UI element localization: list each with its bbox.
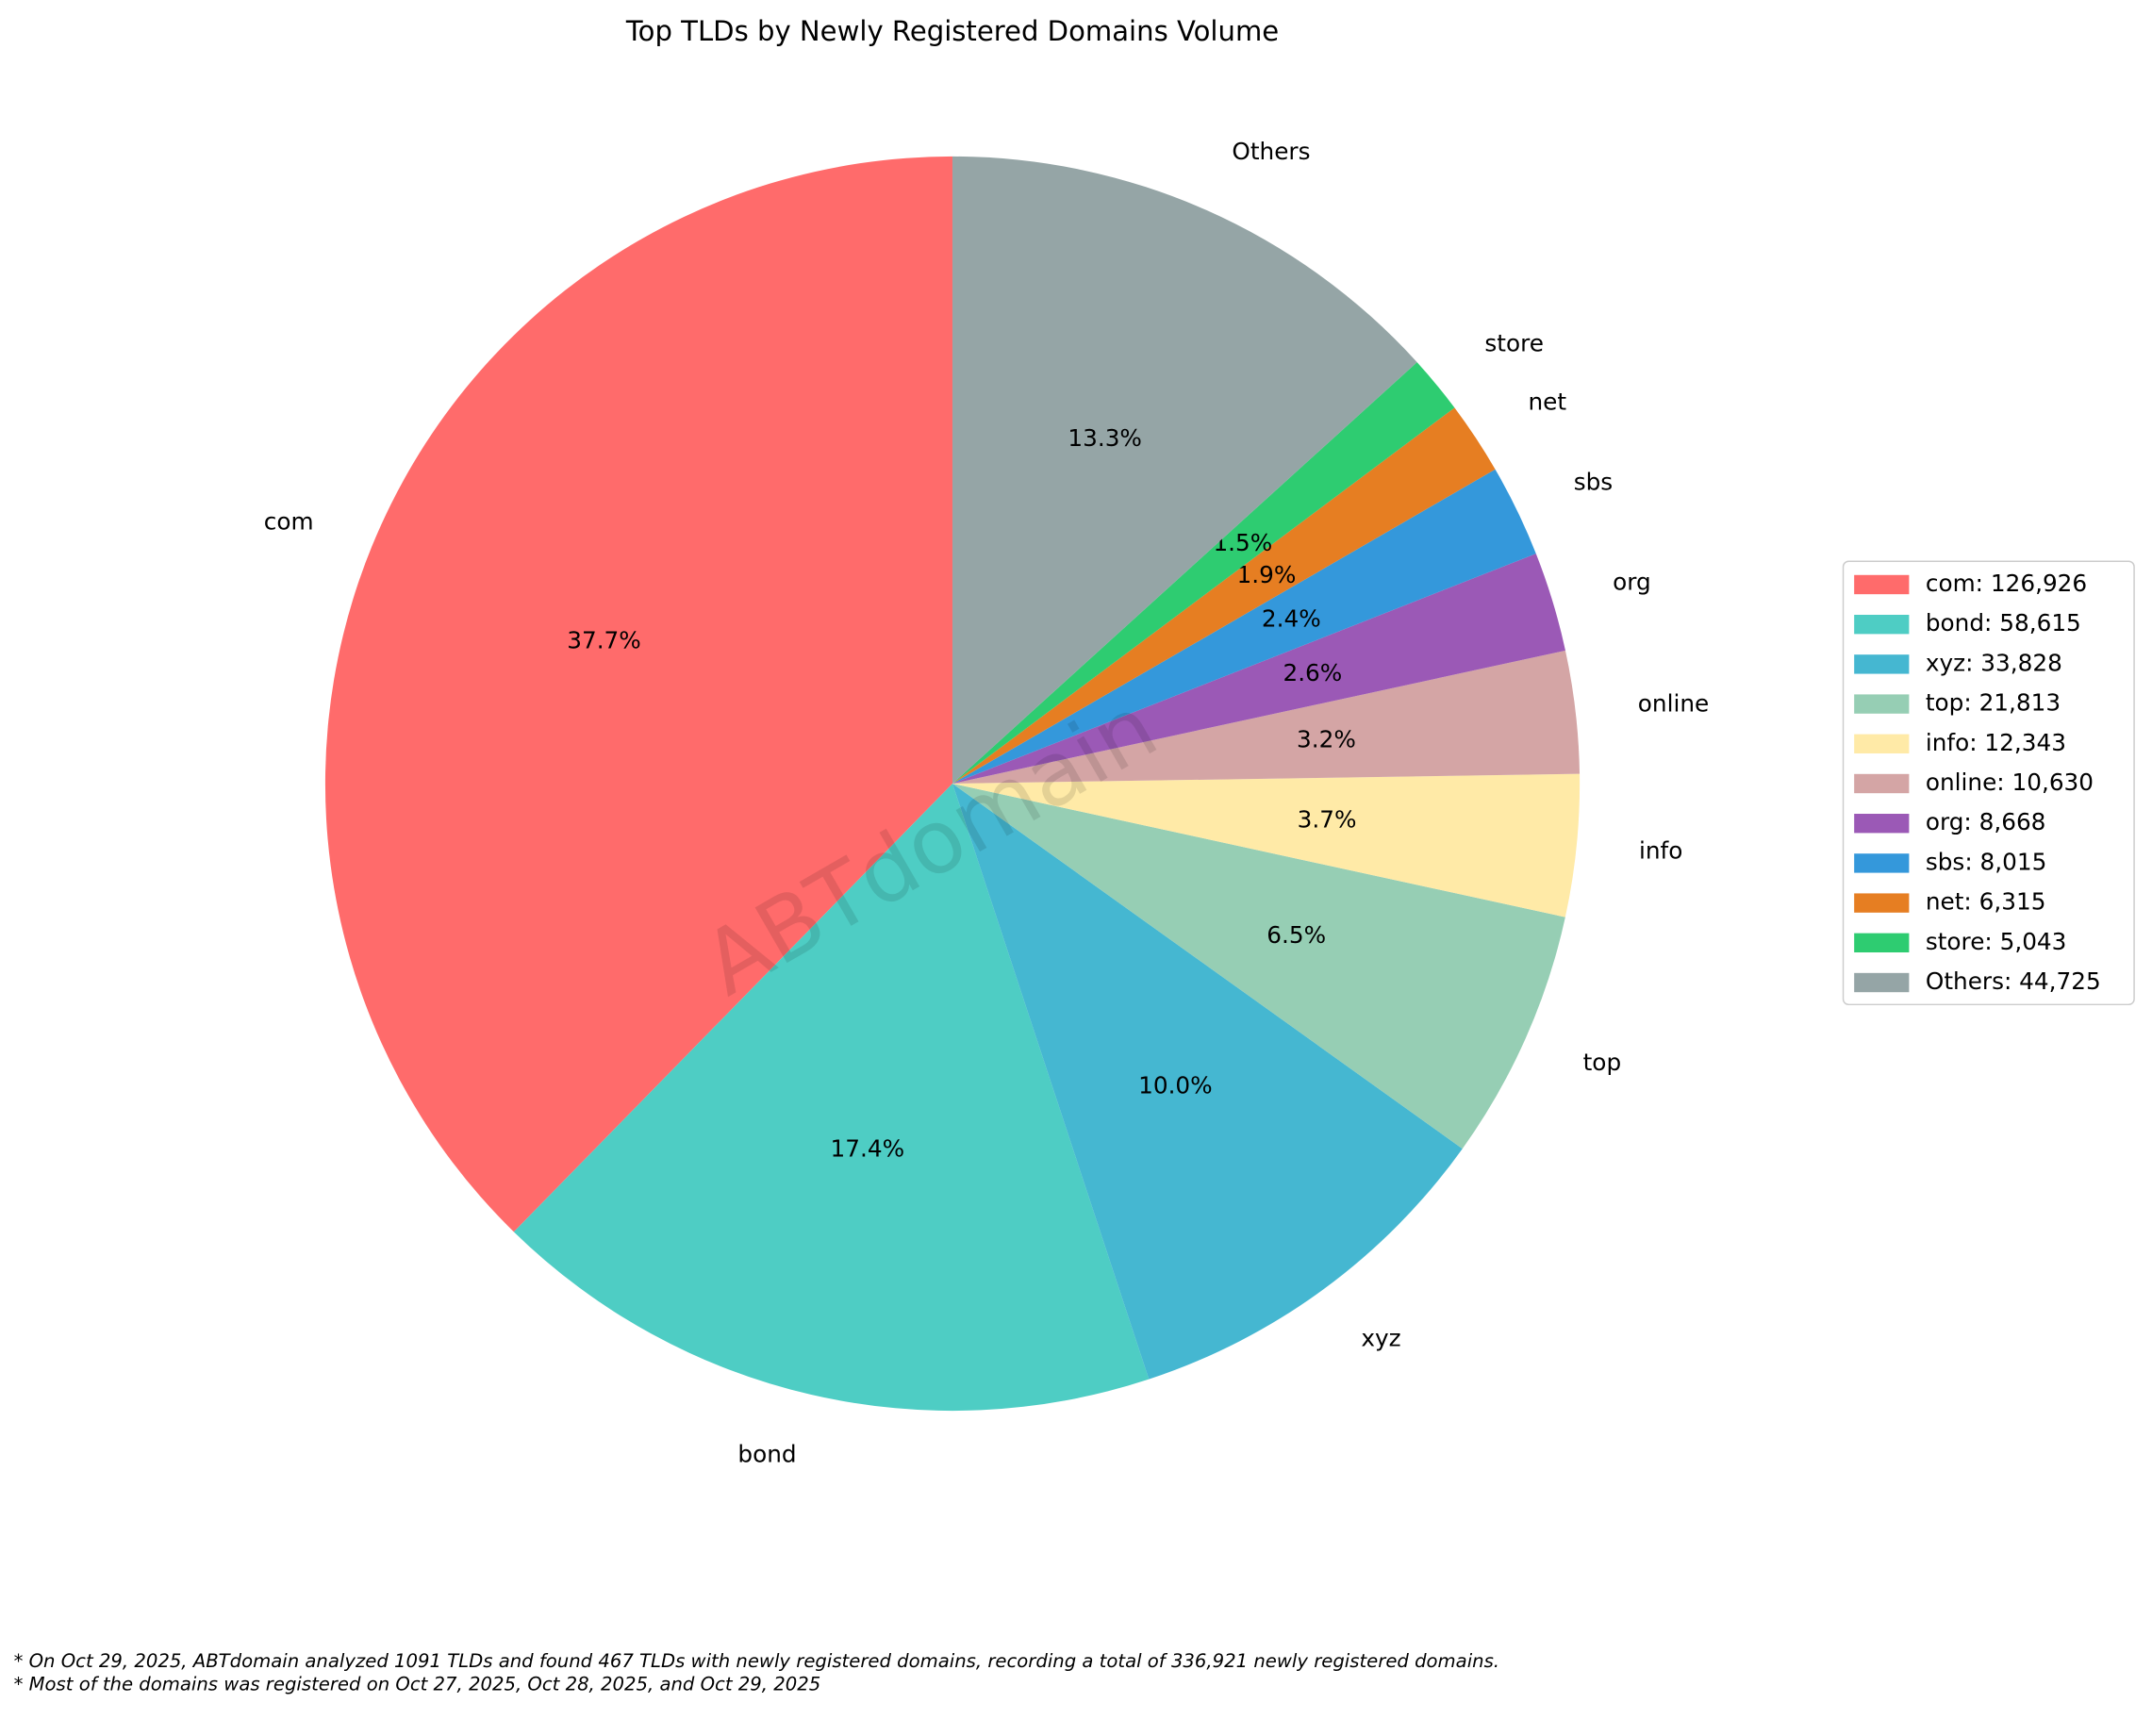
slice-label: top <box>1583 1049 1622 1076</box>
slice-label: net <box>1528 389 1566 416</box>
percent-label: 10.0% <box>1138 1072 1213 1099</box>
legend-swatch <box>1854 972 1910 993</box>
legend-label: org: 8,668 <box>1926 808 2046 835</box>
legend-label: info: 12,343 <box>1926 729 2066 756</box>
percent-label: 1.9% <box>1237 561 1297 588</box>
chart-title: Top TLDs by Newly Registered Domains Vol… <box>625 15 1279 47</box>
legend-label: store: 5,043 <box>1926 928 2067 955</box>
percent-label: 6.5% <box>1266 921 1326 949</box>
percent-label: 37.7% <box>567 626 641 653</box>
legend-label: com: 126,926 <box>1926 570 2087 597</box>
pie-slice <box>952 156 1417 784</box>
footnote: * Most of the domains was registered on … <box>14 1674 821 1695</box>
legend-label: xyz: 33,828 <box>1926 649 2062 676</box>
pie-slice <box>952 407 1496 784</box>
legend-label: net: 6,315 <box>1926 888 2046 916</box>
percent-label: 3.7% <box>1298 806 1357 834</box>
legend-label: Others: 44,725 <box>1926 967 2101 995</box>
pie-slice <box>952 362 1455 784</box>
legend-box <box>1842 560 2135 1006</box>
percent-label: 3.2% <box>1297 725 1356 752</box>
legend-label: bond: 58,615 <box>1926 609 2081 637</box>
pie-slice <box>513 783 1150 1412</box>
legend-label: top: 21,813 <box>1926 689 2061 717</box>
percent-label: 2.6% <box>1283 659 1342 686</box>
legend-swatch <box>1854 814 1910 834</box>
legend-swatch <box>1854 734 1910 753</box>
legend-swatch <box>1854 654 1910 674</box>
percent-label: 2.4% <box>1262 604 1321 632</box>
legend: com: 126,926 bond: 58,615 xyz: 33,828 top: … <box>1842 560 2135 1006</box>
slice-label: xyz <box>1361 1324 1400 1351</box>
pie-slice <box>952 773 1581 918</box>
slice-label: org <box>1613 569 1651 596</box>
pie: com 37.7% bond 17.4% xyz 10.0% top 6.5% info 3.7%… <box>264 138 1709 1468</box>
slice-label: Others <box>1232 138 1310 165</box>
footnote: * On Oct 29, 2025, ABTdomain analyzed 10… <box>14 1650 1499 1672</box>
pie-slice <box>952 554 1565 784</box>
legend-label: sbs: 8,015 <box>1926 848 2046 875</box>
slice-label: online <box>1638 689 1709 717</box>
legend-swatch <box>1854 933 1910 953</box>
pie-slice <box>952 650 1581 784</box>
percent-label: 13.3% <box>1068 424 1142 452</box>
pie-slice <box>324 156 953 1232</box>
legend-swatch <box>1854 614 1910 635</box>
legend-swatch <box>1854 893 1910 913</box>
legend-label: online: 10,630 <box>1926 769 2094 796</box>
pie-slice <box>952 783 1565 1149</box>
legend-swatch <box>1854 773 1910 794</box>
slice-label: info <box>1639 837 1682 865</box>
legend-swatch <box>1854 853 1910 873</box>
pie-slice <box>952 783 1463 1380</box>
legend-swatch <box>1854 574 1910 595</box>
pie-slice <box>952 469 1536 784</box>
slice-label: store <box>1484 329 1544 356</box>
slice-label: sbs <box>1574 469 1613 496</box>
slice-label: bond <box>737 1441 796 1468</box>
legend-swatch <box>1854 694 1910 714</box>
slice-label: com <box>264 508 314 536</box>
percent-label: 17.4% <box>831 1135 905 1163</box>
